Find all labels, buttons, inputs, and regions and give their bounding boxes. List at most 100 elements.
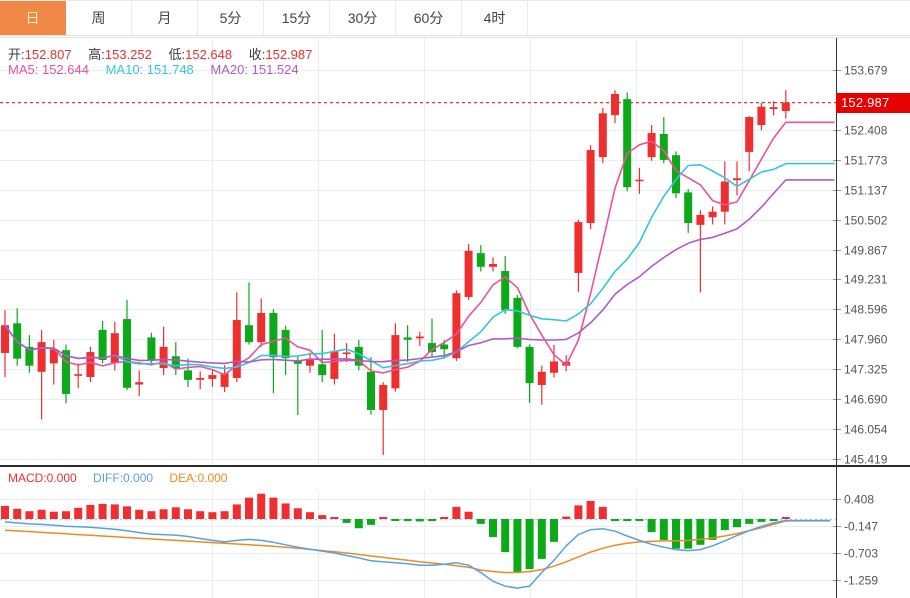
candle-body-up (452, 293, 461, 359)
diff-value: 0.000 (123, 471, 154, 485)
macd-hist-bar-up (135, 509, 144, 519)
macd-hist-bar-down (769, 519, 778, 521)
dea-value: 0.000 (197, 471, 228, 485)
open-value: 152.807 (24, 47, 72, 62)
candle-body-down (501, 271, 510, 311)
candle-body-down (684, 192, 693, 224)
ma10-line (4, 162, 835, 370)
price-axis-label: 152.408 (844, 124, 888, 138)
candle-body-up (330, 351, 339, 379)
macd-hist-bar-up (306, 512, 314, 519)
tab-month[interactable]: 月 (132, 1, 198, 35)
macd-hist-bar-up (98, 503, 107, 519)
candle-body-down (659, 133, 668, 160)
macd-hist-bar-up (281, 503, 290, 519)
candle-body-up (647, 133, 656, 158)
candle-body-up (733, 178, 741, 181)
tab-30min[interactable]: 30分 (330, 1, 396, 35)
macd-axis-label: -1.259 (844, 574, 878, 588)
tab-week[interactable]: 周 (66, 1, 132, 35)
macd-hist-bar-up (269, 497, 278, 519)
candle-body-down (98, 329, 107, 361)
macd-hist-bar-down (757, 519, 766, 522)
tab-5min[interactable]: 5分 (198, 1, 264, 35)
candle-body-down (367, 371, 375, 410)
macd-hist-bar-down (684, 519, 693, 549)
ma20-line (4, 179, 835, 365)
candle-body-down (171, 356, 180, 369)
candle-body-up (586, 150, 595, 224)
candle-body-down (428, 343, 436, 353)
candle-body-up (220, 373, 229, 387)
low-value: 152.648 (185, 47, 233, 62)
tab-4hour[interactable]: 4时 (462, 1, 528, 35)
macd-hist-bar-down (476, 519, 485, 524)
tab-15min[interactable]: 15分 (264, 1, 330, 35)
macd-hist-bar-up (452, 506, 461, 519)
macd-hist-bar-up (440, 517, 449, 519)
macd-hist-bar-up (781, 517, 790, 519)
macd-label: MACD: (8, 471, 47, 485)
price-axis-label: 151.773 (844, 154, 888, 168)
candle-body-up (342, 352, 351, 355)
macd-hist-bar-up (25, 511, 34, 519)
price-axis-label: 148.596 (844, 303, 888, 317)
current-price-tag: 152.987 (836, 93, 910, 113)
candle-body-up (306, 358, 314, 366)
candle-body-up (391, 335, 400, 389)
candle-body-down (293, 360, 302, 364)
macd-hist-bar-up (245, 497, 253, 519)
candle-body-up (696, 214, 705, 225)
macd-hist-bar-up (318, 515, 327, 519)
pane-separator (0, 465, 910, 467)
candle-body-up (489, 263, 497, 267)
candle-body-up (757, 106, 766, 126)
high-value: 153.252 (104, 47, 152, 62)
price-axis-label: 153.679 (844, 64, 888, 78)
macd-hist-bar-up (147, 511, 156, 519)
macd-hist-bar-up (196, 511, 205, 519)
macd-hist-bar-up (464, 511, 473, 519)
macd-hist-bar-up (574, 505, 583, 519)
candle-body-up (37, 342, 46, 372)
macd-hist-bar-down (415, 519, 424, 522)
tab-day[interactable]: 日 (0, 1, 66, 35)
timeframe-toolbar: 日 周 月 5分 15分 30分 60分 4时 (0, 0, 910, 36)
macd-hist-bar-down (513, 519, 522, 573)
macd-hist-bar-down (354, 519, 363, 529)
ma5-label: MA5: (8, 62, 39, 77)
macd-hist-bar-up (86, 504, 95, 519)
macd-value: 0.000 (46, 471, 77, 485)
candle-body-down (525, 346, 534, 384)
candle-body-up (159, 346, 168, 369)
candle-body-down (403, 337, 412, 340)
candle-body-down (440, 344, 449, 350)
macd-hist-bar-down (342, 519, 351, 523)
tab-60min[interactable]: 60分 (396, 1, 462, 35)
price-axis-label: 149.867 (844, 244, 888, 258)
macd-hist-bar-down (525, 519, 534, 570)
macd-hist-bar-up (159, 509, 168, 519)
candle-body-up (1, 325, 9, 353)
ma20-label: MA20: (210, 62, 248, 77)
candle-body-up (415, 336, 424, 339)
ohlc-readout: 开:152.807 高:153.252 低:152.648 收:152.987 (8, 44, 312, 63)
high-label: 高: (88, 47, 105, 62)
macd-hist-bar-down (635, 519, 644, 521)
macd-hist-bar-up (1, 505, 9, 519)
candle-body-down (318, 364, 327, 376)
macd-hist-bar-up (562, 516, 571, 519)
macd-hist-bar-up (123, 506, 131, 519)
macd-hist-bar-down (428, 519, 436, 521)
price-axis-label: 149.231 (844, 273, 888, 287)
macd-hist-bar-down (611, 519, 619, 521)
candle-body-up (464, 250, 473, 297)
candle-body-up (635, 179, 644, 182)
macd-hist-bar-up (257, 493, 266, 519)
macd-hist-bar-down (672, 519, 680, 549)
macd-hist-bar-down (720, 519, 729, 531)
price-axis-label: 147.325 (844, 363, 888, 377)
macd-hist-bar-up (379, 517, 388, 519)
candle-body-down (476, 253, 485, 267)
candle-body-up (598, 113, 607, 158)
